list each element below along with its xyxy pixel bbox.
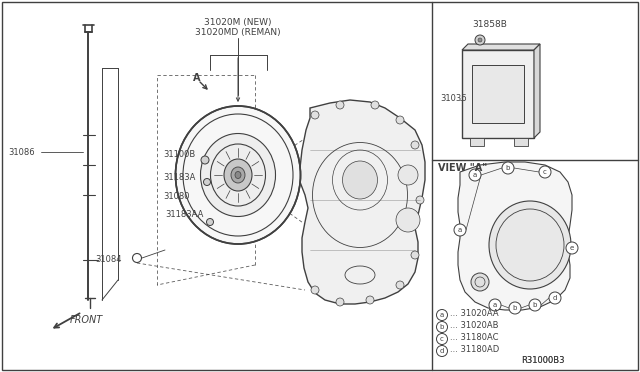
- Ellipse shape: [175, 106, 301, 244]
- Ellipse shape: [200, 134, 275, 217]
- Text: A: A: [193, 73, 200, 83]
- Ellipse shape: [224, 159, 252, 191]
- Circle shape: [471, 273, 489, 291]
- Text: b: b: [440, 324, 444, 330]
- Circle shape: [336, 298, 344, 306]
- Circle shape: [396, 281, 404, 289]
- Circle shape: [311, 111, 319, 119]
- Text: d: d: [553, 295, 557, 301]
- Circle shape: [489, 299, 501, 311]
- Text: 31858B: 31858B: [472, 20, 508, 29]
- Circle shape: [436, 346, 447, 356]
- Circle shape: [549, 292, 561, 304]
- Circle shape: [411, 141, 419, 149]
- Text: ... 31180AD: ... 31180AD: [450, 346, 499, 355]
- Circle shape: [436, 321, 447, 333]
- Text: VIEW "A": VIEW "A": [438, 163, 487, 173]
- Ellipse shape: [231, 167, 245, 183]
- Text: a: a: [458, 227, 462, 233]
- Text: ... 31020AB: ... 31020AB: [450, 321, 499, 330]
- Text: ... 31020AA: ... 31020AA: [450, 310, 499, 318]
- Circle shape: [371, 101, 379, 109]
- Circle shape: [204, 179, 211, 186]
- Circle shape: [436, 310, 447, 321]
- Text: e: e: [570, 245, 574, 251]
- Text: 31084: 31084: [95, 255, 122, 264]
- Text: FRONT: FRONT: [70, 315, 103, 325]
- Polygon shape: [458, 162, 572, 310]
- Polygon shape: [462, 44, 540, 50]
- Circle shape: [207, 218, 214, 225]
- Text: b: b: [533, 302, 537, 308]
- Circle shape: [366, 296, 374, 304]
- Text: b: b: [513, 305, 517, 311]
- Text: a: a: [493, 302, 497, 308]
- Text: b: b: [506, 165, 510, 171]
- Text: 31183A: 31183A: [163, 173, 195, 182]
- Bar: [470, 138, 484, 146]
- Circle shape: [566, 242, 578, 254]
- Text: 31100B: 31100B: [163, 150, 195, 159]
- Circle shape: [396, 208, 420, 232]
- Bar: [472, 65, 524, 123]
- Text: 31086: 31086: [8, 148, 35, 157]
- Text: 31020M (NEW): 31020M (NEW): [204, 18, 272, 27]
- Ellipse shape: [489, 201, 571, 289]
- Circle shape: [509, 302, 521, 314]
- Polygon shape: [300, 100, 425, 304]
- Circle shape: [502, 162, 514, 174]
- Text: a: a: [473, 172, 477, 178]
- Text: d: d: [440, 348, 444, 354]
- Circle shape: [454, 224, 466, 236]
- Circle shape: [201, 156, 209, 164]
- Text: a: a: [440, 312, 444, 318]
- Text: ... 31180AC: ... 31180AC: [450, 334, 499, 343]
- Circle shape: [398, 165, 418, 185]
- Polygon shape: [534, 44, 540, 138]
- Circle shape: [411, 251, 419, 259]
- Circle shape: [396, 116, 404, 124]
- Circle shape: [469, 169, 481, 181]
- Text: 31080: 31080: [163, 192, 189, 201]
- Circle shape: [475, 35, 485, 45]
- Bar: [462, 50, 534, 138]
- Text: 31020MD (REMAN): 31020MD (REMAN): [195, 28, 281, 37]
- Ellipse shape: [235, 171, 241, 179]
- Circle shape: [478, 38, 482, 42]
- Circle shape: [436, 334, 447, 344]
- Circle shape: [311, 286, 319, 294]
- Circle shape: [539, 166, 551, 178]
- Bar: [514, 138, 528, 146]
- Text: c: c: [440, 336, 444, 342]
- Ellipse shape: [342, 161, 378, 199]
- Text: c: c: [543, 169, 547, 175]
- Text: 31036: 31036: [440, 93, 467, 103]
- Circle shape: [529, 299, 541, 311]
- Text: R31000B3: R31000B3: [522, 356, 565, 365]
- Text: 31183AA: 31183AA: [165, 210, 204, 219]
- Circle shape: [336, 101, 344, 109]
- Text: R31000B3: R31000B3: [522, 356, 565, 365]
- Circle shape: [416, 196, 424, 204]
